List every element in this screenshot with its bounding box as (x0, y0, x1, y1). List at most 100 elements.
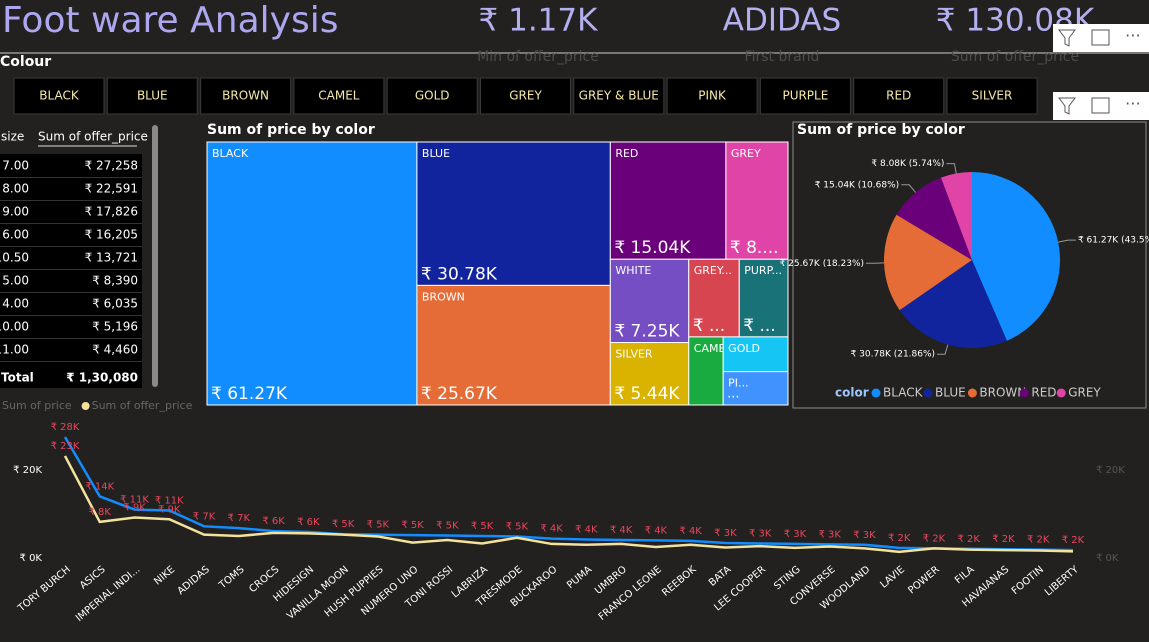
slicer-button[interactable] (853, 77, 945, 115)
table-cell: 5.00 (2, 274, 29, 288)
data-label: ₹ 4K (575, 525, 598, 536)
slicer-label[interactable]: RED (886, 89, 911, 103)
slicer-label[interactable]: PURPLE (782, 89, 828, 103)
slicer-label[interactable]: SILVER (972, 89, 1013, 103)
data-label: ₹ 3K (853, 530, 876, 541)
treemap-tile[interactable] (416, 141, 611, 286)
slicer-button[interactable] (573, 77, 665, 115)
tile-label: GOLD (728, 342, 760, 355)
data-label: ₹ 3K (749, 528, 772, 539)
data-label: ₹ 5K (471, 521, 494, 532)
table-total: ₹ 1,30,080 (66, 371, 138, 385)
more-icon[interactable]: ⋯ (1125, 26, 1141, 45)
data-label: ₹ 3K (714, 528, 737, 539)
treemap-tile[interactable] (609, 342, 690, 406)
data-label: ₹ 6K (262, 516, 285, 527)
pie-slice[interactable] (972, 172, 1061, 341)
treemap-tile[interactable] (725, 141, 789, 260)
tile-value: ₹ 25.67K (421, 384, 498, 404)
table-cell: ₹ 27,258 (85, 159, 138, 173)
table-cell: 11.00 (0, 343, 29, 357)
legend-label[interactable]: Sum of offer_price (92, 399, 193, 412)
data-label: ₹ 23K (51, 441, 80, 452)
legend-label[interactable]: BLACK (883, 386, 924, 400)
table-cell: 10.50 (0, 251, 29, 265)
slicer-button[interactable] (480, 77, 571, 115)
tile-label: PI... (728, 377, 748, 390)
pie-slice[interactable] (940, 172, 972, 260)
tile-label: PURP... (744, 264, 782, 277)
more-icon[interactable]: ⋯ (1125, 94, 1141, 113)
data-label: ₹ 5K (506, 521, 529, 532)
treemap-tile[interactable] (688, 258, 740, 338)
slicer-label[interactable]: BLACK (39, 89, 80, 103)
legend-label[interactable]: BLUE (935, 386, 966, 400)
tile-label: BROWN (422, 290, 465, 303)
data-label: ₹ 11K (155, 495, 184, 506)
card-label: Min of offer_price (477, 49, 599, 65)
slice-label: ₹ 30.78K (21.86%) (851, 350, 935, 360)
table-cell: ₹ 8,390 (92, 274, 138, 288)
tile-value: ₹ 61.27K (211, 384, 288, 404)
tile-label: WHITE (615, 264, 651, 277)
pie-slice[interactable] (899, 260, 1007, 349)
data-label: ₹ 28K (51, 422, 80, 433)
legend-label[interactable]: BROWN (979, 386, 1026, 400)
data-label: ₹ 2K (923, 533, 946, 544)
chart-title: Sum of price by color (207, 122, 375, 138)
slicer-button[interactable] (293, 77, 385, 115)
table-cell: 9.00 (2, 205, 29, 219)
data-label: ₹ 2K (957, 534, 980, 545)
table-cell: ₹ 22,591 (85, 182, 138, 196)
slicer-button[interactable] (386, 77, 478, 115)
data-label: ₹ 4K (645, 525, 668, 536)
tile-value: ₹ 5.44K (614, 384, 680, 404)
table-scrollbar[interactable] (152, 125, 158, 387)
table-cell: 6.00 (2, 228, 29, 242)
treemap-tile[interactable] (722, 371, 789, 406)
tile-value: ... (727, 387, 739, 402)
slicer-label[interactable]: BLUE (137, 89, 168, 103)
treemap-tile[interactable] (609, 258, 690, 344)
data-label: ₹ 5K (401, 520, 424, 531)
slicer-label[interactable]: BROWN (222, 89, 269, 103)
legend-label[interactable]: RED (1031, 386, 1056, 400)
legend-label[interactable]: Sum of price (2, 399, 72, 412)
slicer-label[interactable]: CAMEL (318, 89, 360, 103)
slice-label: ₹ 15.04K (10.68%) (815, 180, 899, 190)
slicer-label[interactable]: GOLD (415, 89, 450, 103)
slicer-button[interactable] (946, 77, 1038, 115)
table-cell: ₹ 16,205 (85, 228, 138, 242)
focus-icon[interactable] (1091, 97, 1110, 114)
tile-label: SILVER (615, 348, 653, 361)
treemap-tile[interactable] (416, 284, 611, 406)
data-label: ₹ 9K (123, 503, 146, 514)
legend-label[interactable]: GREY (1068, 386, 1101, 400)
data-label: ₹ 5K (367, 520, 390, 531)
slicer-button[interactable] (13, 77, 105, 115)
slicer-button[interactable] (200, 77, 292, 115)
tile-value: ₹ 7.25K (614, 322, 680, 342)
tile-label: BLACK (212, 147, 249, 160)
data-label: ₹ 14K (85, 481, 114, 492)
slicer-label[interactable]: GREY & BLUE (579, 89, 659, 103)
series-line (63, 436, 1074, 552)
table-cell: ₹ 6,035 (92, 297, 138, 311)
pie-slice[interactable] (884, 214, 972, 311)
table-header: size (1, 130, 24, 144)
slicer-button[interactable] (759, 77, 851, 115)
tile-value: ₹ 15.04K (614, 238, 691, 258)
slicer-button[interactable] (106, 77, 198, 115)
pie-slice[interactable] (896, 177, 972, 260)
slicer-label[interactable]: PINK (698, 89, 727, 103)
focus-icon[interactable] (1091, 29, 1110, 46)
filter-icon[interactable] (1058, 29, 1076, 47)
slicer-label[interactable]: GREY (509, 89, 542, 103)
slice-label: ₹ 25.67K (18.23%) (780, 259, 864, 269)
slicer-button[interactable] (666, 77, 758, 115)
treemap-tile[interactable] (206, 141, 418, 406)
treemap-tile[interactable] (722, 336, 789, 373)
table-header[interactable]: Sum of offer_price (38, 130, 148, 144)
treemap-tile[interactable] (738, 258, 789, 338)
filter-icon[interactable] (1058, 97, 1076, 115)
